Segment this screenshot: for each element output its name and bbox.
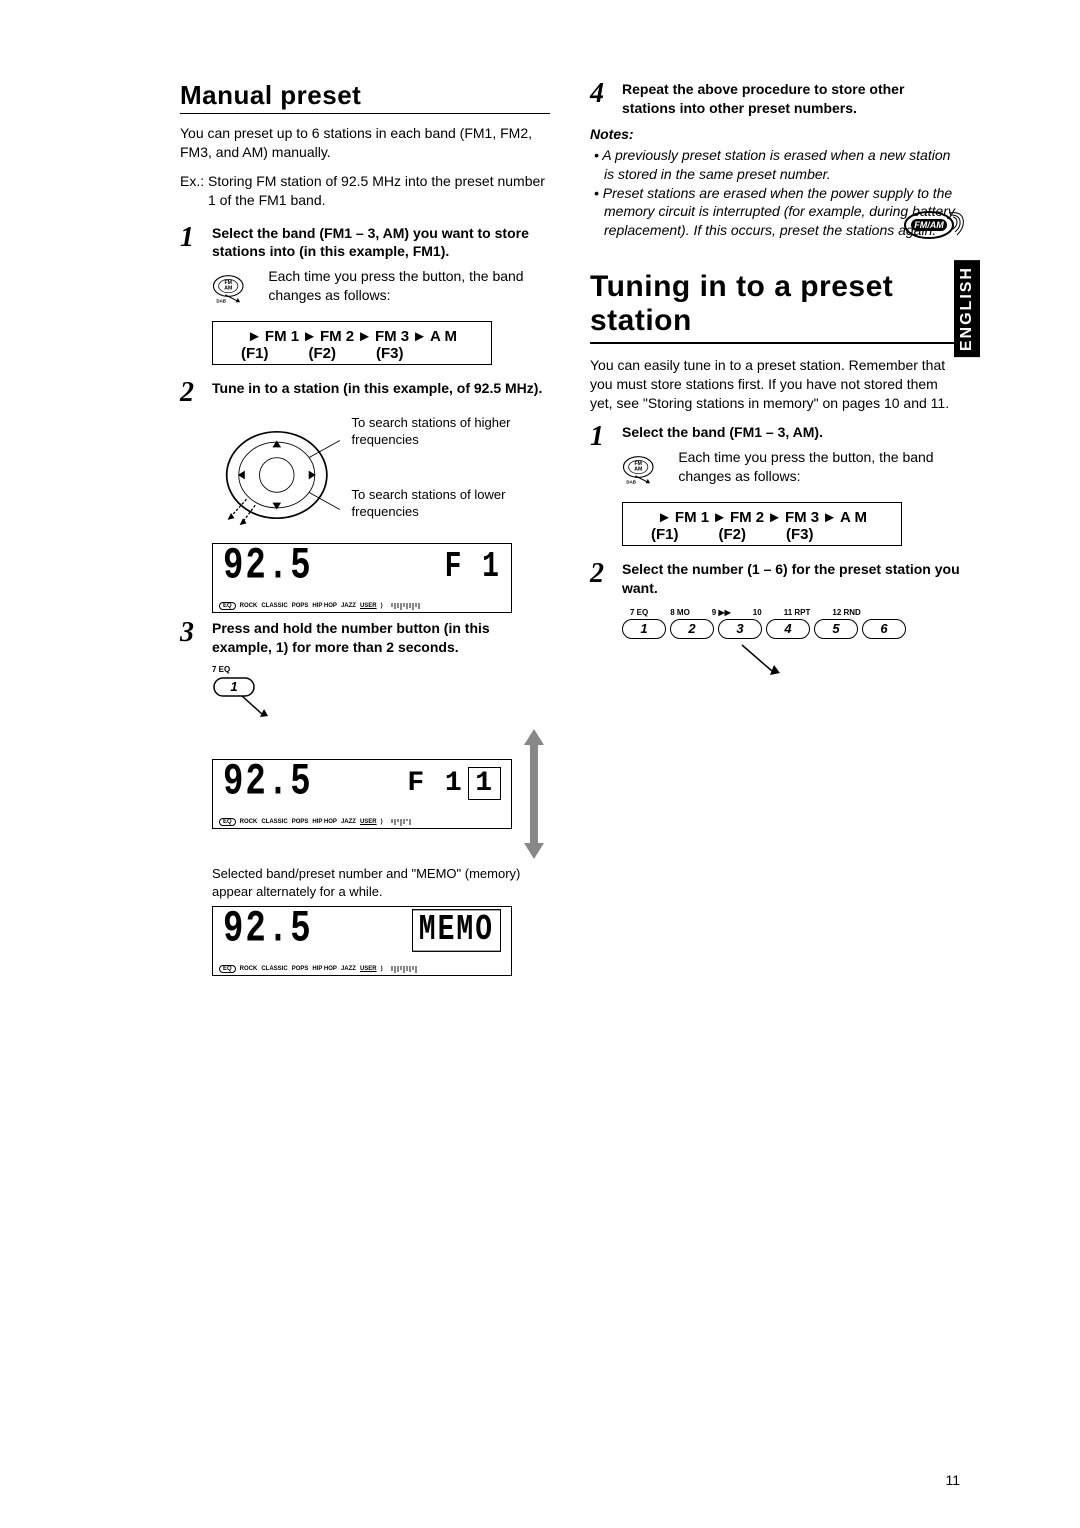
left-step-3: 3 Press and hold the number button (in t… bbox=[180, 619, 550, 657]
tuning-intro: You can easily tune in to a preset stati… bbox=[590, 356, 960, 413]
notes-heading: Notes: bbox=[590, 126, 960, 142]
band-sequence-box: ►FM 1 ►FM 2 ►FM 3 ►A M (F1) (F2) (F3) bbox=[622, 502, 902, 546]
preset-button: 4 bbox=[766, 619, 810, 639]
svg-text:DAB: DAB bbox=[216, 299, 226, 304]
lcd-display: 92.5 F 1 1 EQ ROCK CLASSIC POPS HIP HOP … bbox=[212, 759, 512, 829]
step-number: 1 bbox=[590, 423, 612, 492]
dial-label-hi: To search stations of higher frequencies bbox=[352, 415, 550, 449]
preset-button-1-icon: 1 bbox=[212, 674, 282, 720]
control-dial-icon bbox=[212, 415, 342, 535]
step-title: Repeat the above procedure to store othe… bbox=[622, 80, 960, 118]
button-caption: Each time you press the button, the band… bbox=[678, 448, 960, 486]
svg-text:FM: FM bbox=[635, 461, 642, 467]
step-number: 1 bbox=[180, 224, 202, 312]
step-title: Select the number (1 – 6) for the preset… bbox=[622, 560, 960, 598]
step-title: Select the band (FM1 – 3, AM). bbox=[622, 423, 960, 442]
step-number: 4 bbox=[590, 80, 612, 118]
note-item: A previously preset station is erased wh… bbox=[604, 146, 960, 184]
step-title: Tune in to a station (in this example, o… bbox=[212, 379, 550, 398]
preset-button: 2 bbox=[670, 619, 714, 639]
step-number: 3 bbox=[180, 619, 202, 657]
display-frequency: 92.5 bbox=[223, 758, 313, 807]
fm-am-button-icon: FM AM DAB bbox=[622, 448, 666, 492]
step-number: 2 bbox=[590, 560, 612, 598]
display-band: F 1 bbox=[407, 768, 463, 799]
language-badge: ENGLISH bbox=[954, 260, 980, 357]
display-band: F 1 bbox=[445, 547, 501, 587]
left-step-2: 2 Tune in to a station (in this example,… bbox=[180, 379, 550, 407]
svg-text:AM: AM bbox=[224, 286, 232, 292]
pointer-icon bbox=[732, 639, 792, 679]
lcd-display: 92.5 MEMO EQ ROCK CLASSIC POPS HIP HOP J… bbox=[212, 906, 512, 976]
svg-text:DAB: DAB bbox=[626, 479, 636, 484]
page-number: 11 bbox=[945, 1472, 960, 1488]
preset-button: 1 bbox=[622, 619, 666, 639]
preset-button: 5 bbox=[814, 619, 858, 639]
left-column: Manual preset You can preset up to 6 sta… bbox=[180, 80, 550, 982]
band-sequence-box: ►FM 1 ►FM 2 ►FM 3 ►A M (F1) (F2) (F3) bbox=[212, 321, 492, 365]
left-step-1: 1 Select the band (FM1 – 3, AM) you want… bbox=[180, 224, 550, 312]
button-top-label: 7 EQ bbox=[212, 665, 550, 674]
intro-text: You can preset up to 6 stations in each … bbox=[180, 124, 550, 162]
section-title-manual-preset: Manual preset bbox=[180, 80, 550, 114]
preset-buttons-row: 7 EQ 8 MO 9 ▶▶ 10 11 RPT 12 RND 1 2 3 4 … bbox=[622, 608, 960, 684]
preset-button: 6 bbox=[862, 619, 906, 639]
svg-text:FM/AM: FM/AM bbox=[914, 220, 944, 230]
svg-text:AM: AM bbox=[634, 467, 642, 473]
fm-am-badge: FM/AM bbox=[903, 205, 965, 250]
step-title: Press and hold the number button (in thi… bbox=[212, 619, 550, 657]
svg-text:FM: FM bbox=[225, 280, 232, 286]
dial-label-lo: To search stations of lower frequencies bbox=[352, 487, 550, 521]
preset-button: 3 bbox=[718, 619, 762, 639]
section-title-tuning: Tuning in to a preset station bbox=[590, 270, 960, 344]
display-frequency: 92.5 bbox=[223, 906, 313, 955]
right-step-2: 2 Select the number (1 – 6) for the pres… bbox=[590, 560, 960, 598]
right-step-1: 1 Select the band (FM1 – 3, AM). FM AM D… bbox=[590, 423, 960, 492]
up-down-arrow-icon bbox=[522, 729, 546, 859]
display-memo: MEMO bbox=[412, 909, 501, 952]
fm-am-button-icon: FM AM DAB bbox=[212, 267, 256, 311]
button-caption: Each time you press the button, the band… bbox=[268, 267, 550, 305]
right-step-4: 4 Repeat the above procedure to store ot… bbox=[590, 80, 960, 118]
memo-caption: Selected band/preset number and "MEMO" (… bbox=[212, 865, 550, 900]
step-title: Select the band (FM1 – 3, AM) you want t… bbox=[212, 224, 550, 262]
display-preset-num: 1 bbox=[468, 767, 501, 800]
lcd-display: 92.5 F 1 EQ ROCK CLASSIC POPS HIP HOP JA… bbox=[212, 543, 512, 613]
display-frequency: 92.5 bbox=[223, 543, 313, 592]
svg-text:1: 1 bbox=[230, 679, 237, 694]
example-text: Ex.: Storing FM station of 92.5 MHz into… bbox=[180, 172, 550, 210]
step-number: 2 bbox=[180, 379, 202, 407]
